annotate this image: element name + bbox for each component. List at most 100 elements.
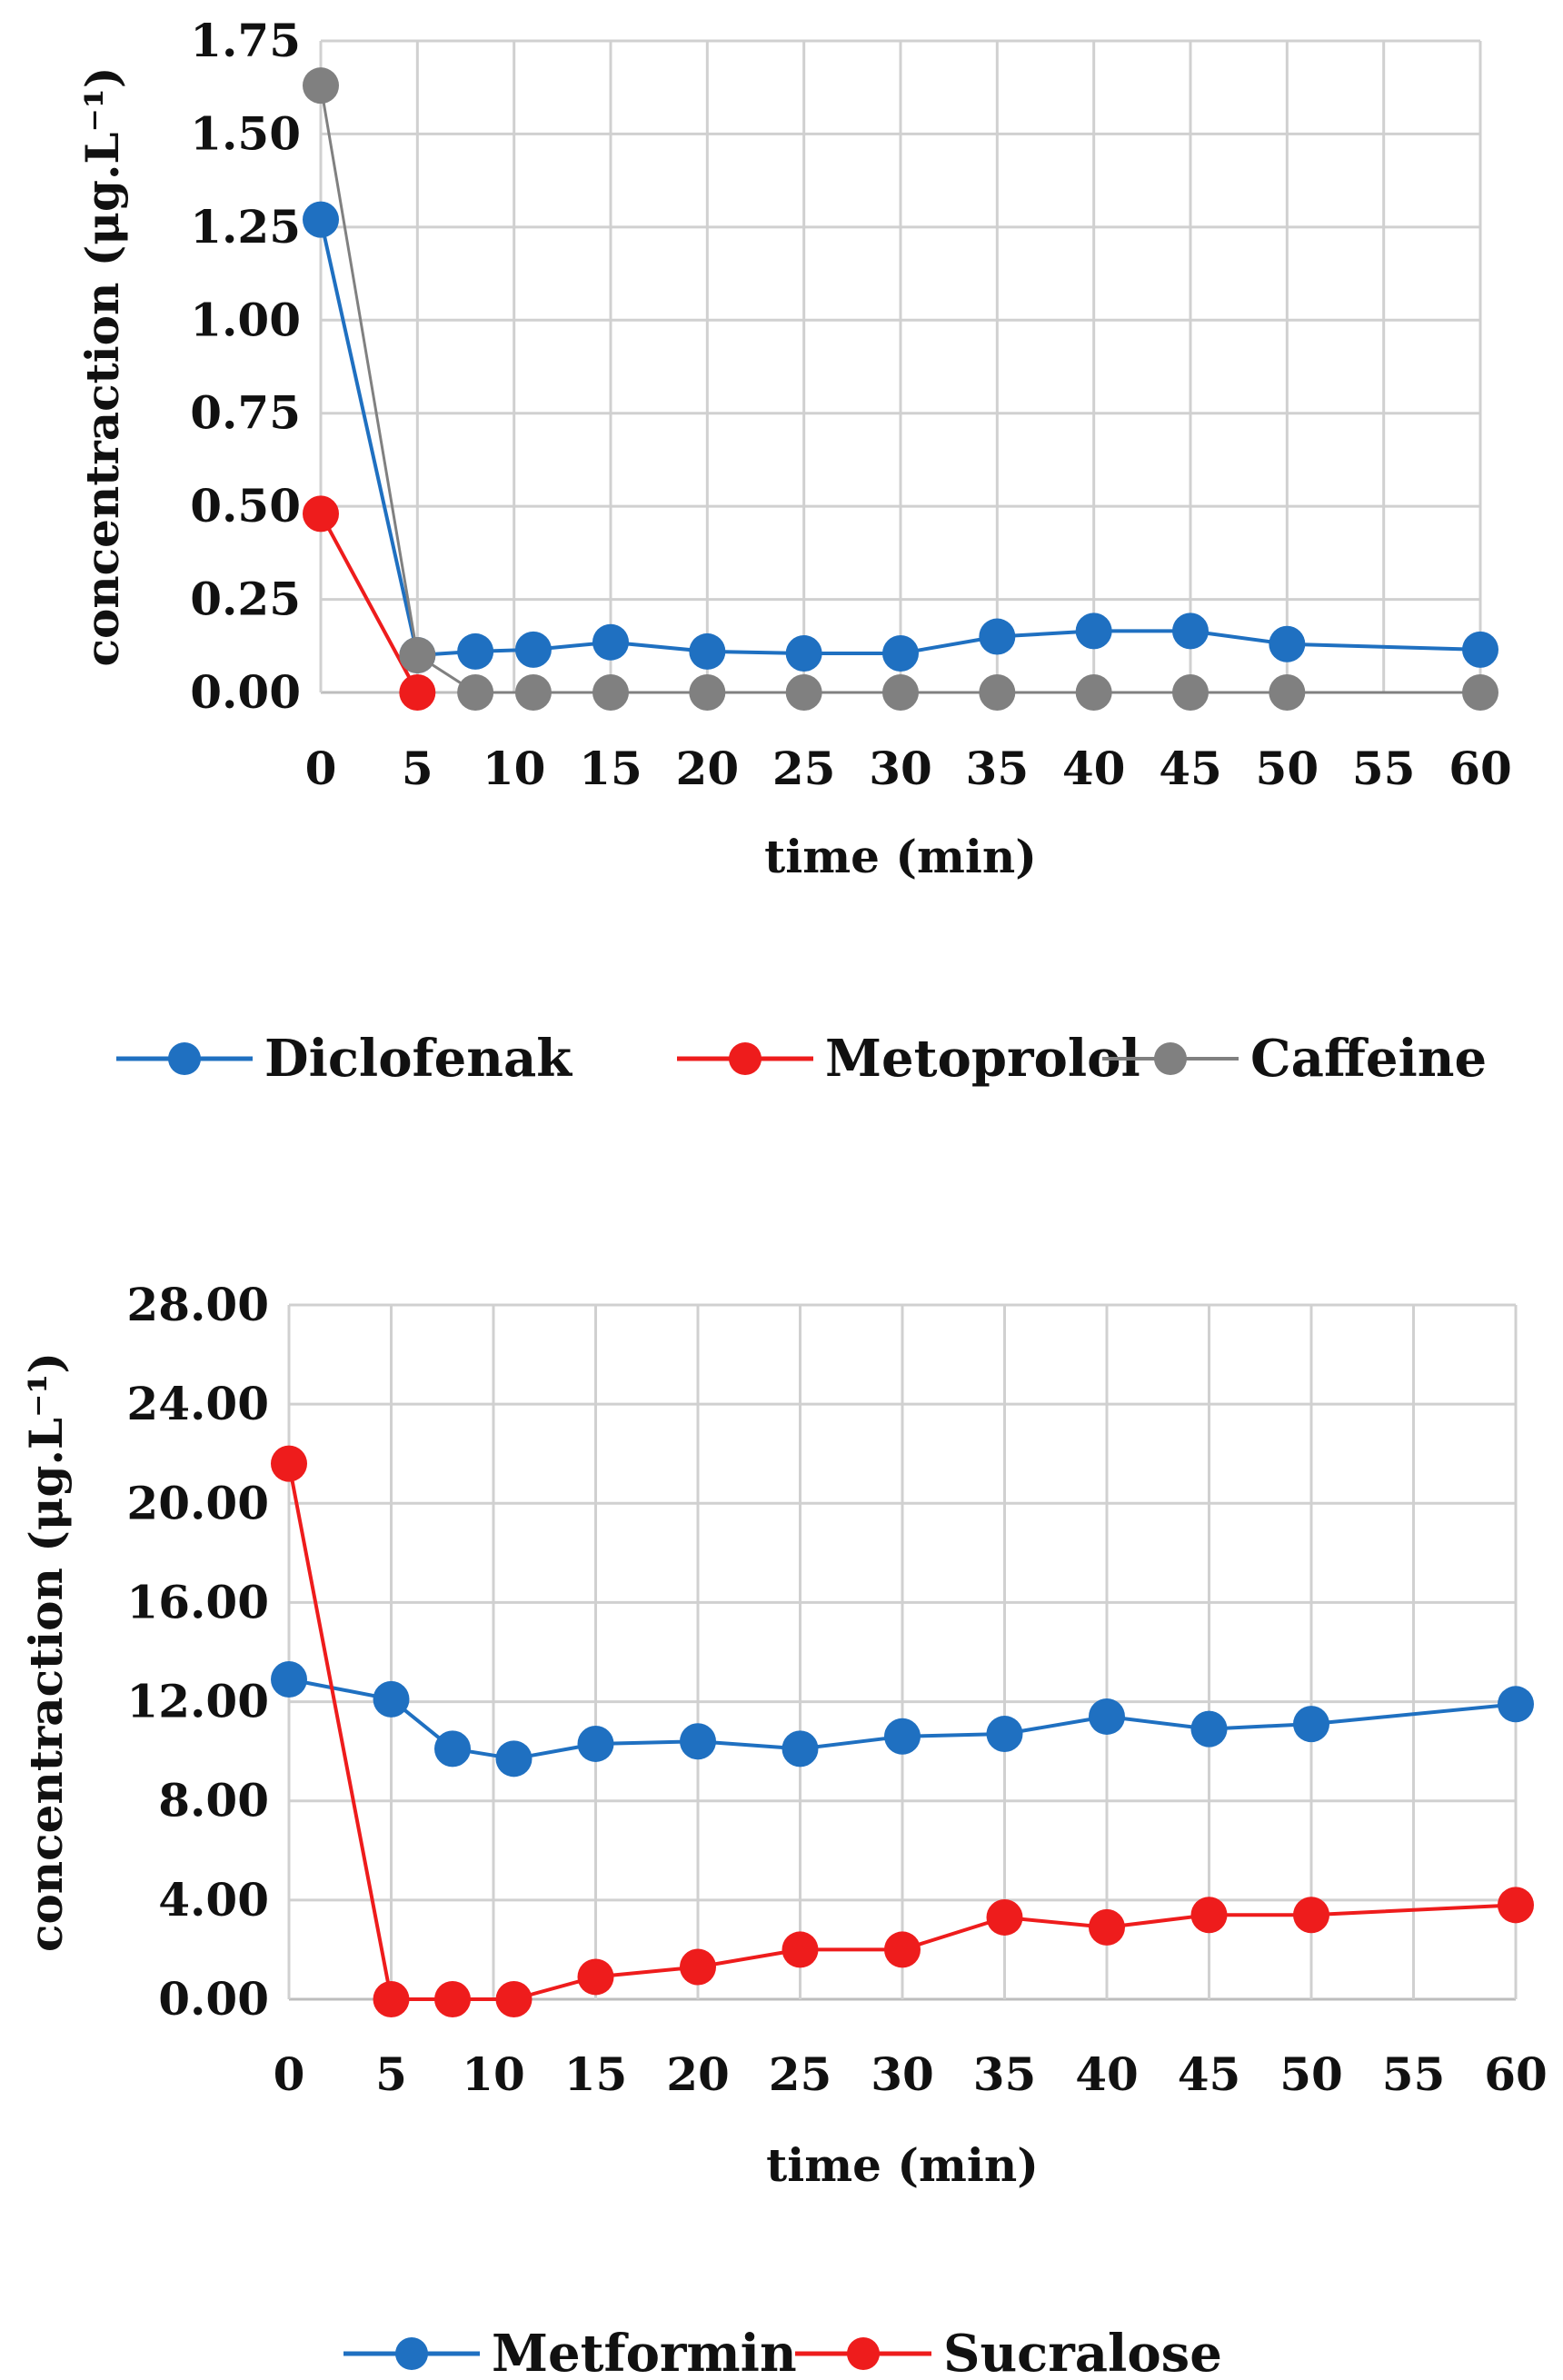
data-point [592,674,629,711]
y-tick-label: 12.00 [126,1675,269,1728]
x-tick-label: 55 [1352,742,1416,795]
legend-item: Sucralose [795,2324,1222,2380]
y-tick-label: 0.50 [190,479,301,533]
x-tick-label: 40 [1075,2047,1139,2101]
data-point [495,1740,533,1778]
chart-1: 0.00 0.25 0.50 0.75 1.00 1.25 1.50 1.75 0 5 10 15 20… [75,14,1512,1089]
x-tick-label: 20 [666,2047,730,2101]
series-caffeine [303,67,1498,711]
data-point [1190,1710,1228,1748]
y-tick-label: 1.50 [190,106,301,160]
x-tick-label: 15 [579,742,642,795]
data-point [689,632,726,670]
data-point [373,1981,410,2017]
x-tick-label: 60 [1484,2047,1548,2101]
x-tick-label: 25 [769,2047,832,2101]
data-point [514,674,552,711]
y-tick-label: 4.00 [158,1873,269,1927]
data-point [882,674,919,711]
data-point [1075,612,1112,650]
data-point [303,201,339,238]
y-tick-label: 8.00 [158,1774,269,1827]
legend-label: Diclofenak [264,1029,572,1089]
y-tick-label: 20.00 [126,1476,269,1529]
data-point [680,1723,716,1760]
legend-marker [729,1042,762,1075]
x-tick-label: 25 [772,742,836,795]
legend-item: Metoprolol [677,1029,1140,1089]
series-sucralose [271,1445,1534,2017]
data-point [514,631,552,668]
data-point [1293,1706,1329,1743]
data-point [882,634,919,672]
data-point [1293,1897,1329,1934]
y-tick-label: 16.00 [126,1575,269,1628]
data-point [782,1730,819,1768]
x-tick-label: 5 [375,2047,407,2101]
x-tick-label: 50 [1256,742,1319,795]
data-point [271,1661,307,1698]
data-point [271,1445,307,1482]
x-tick-label: 30 [869,742,932,795]
legend-marker [1154,1042,1187,1075]
legend-marker [168,1042,201,1075]
x-tick-label: 5 [402,742,433,795]
legend-item: Metformin [343,2324,797,2380]
x-tick-label: 0 [305,742,337,795]
data-point [689,674,726,711]
x-tick-label: 10 [483,742,546,795]
series-metformin [271,1661,1534,1778]
x-axis-title: time (min) [764,830,1037,883]
data-point [303,67,339,105]
data-point [1462,674,1498,711]
data-point [373,1680,410,1718]
data-point [986,1716,1023,1753]
data-point [785,674,822,711]
data-point [1190,1897,1228,1934]
data-point [782,1931,819,1968]
data-point [303,495,339,533]
y-tick-label: 0.25 [190,573,301,626]
legend-label: Metoprolol [825,1029,1140,1089]
x-tick-label: 35 [973,2047,1037,2101]
x-tick-label: 15 [564,2047,628,2101]
y-axis-title: concentraction (μg.L⁻¹) [19,1352,73,1952]
data-point [592,623,629,661]
y-tick-label: 0.75 [190,386,301,440]
legend: Metformin Sucralose [343,2324,1222,2380]
x-tick-label: 60 [1449,742,1512,795]
legend-item: Caffeine [1102,1029,1487,1089]
data-point [680,1948,716,1986]
data-point [884,1718,921,1755]
y-tick-label: 1.75 [190,14,301,67]
data-point [434,1730,471,1768]
data-point [1089,1908,1125,1946]
legend-label: Caffeine [1250,1029,1487,1089]
x-tick-label: 40 [1062,742,1126,795]
data-point [1269,625,1306,662]
y-tick-label: 28.00 [126,1278,269,1331]
data-point [1498,1887,1534,1924]
x-tick-label: 0 [274,2047,305,2101]
data-point [434,1981,471,2017]
data-point [1498,1686,1534,1723]
x-tick-label: 10 [462,2047,525,2101]
data-point [986,1898,1023,1936]
series-metoprolol [303,495,436,711]
data-point [1089,1698,1125,1735]
data-point [399,674,436,711]
data-point [979,618,1016,655]
legend: Diclofenak Metoprolol Caffeine [116,1029,1487,1089]
x-tick-label: 35 [966,742,1030,795]
chart-2: 0.00 4.00 8.00 12.00 16.00 20.00 24.00 28.00 0 5 1… [19,1278,1548,2380]
data-point [1172,674,1209,711]
legend-label: Sucralose [943,2324,1222,2376]
data-point [1269,674,1306,711]
y-tick-label: 24.00 [126,1377,269,1430]
legend-label: Metformin [492,2324,797,2376]
x-tick-label: 55 [1382,2047,1446,2101]
data-point [577,1958,614,1996]
data-point [785,634,822,672]
